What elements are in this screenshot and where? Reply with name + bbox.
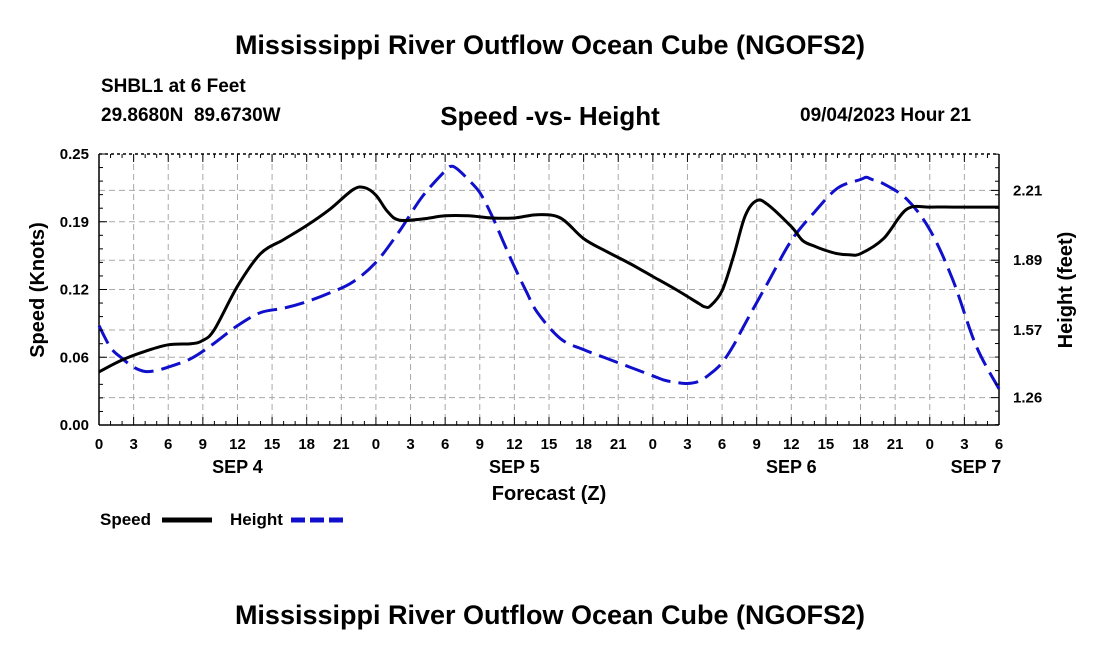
y-right-tick-label: 2.21 [1013,182,1042,199]
x-tick-label: 0 [372,436,380,453]
x-tick-label: 12 [229,436,246,453]
x-tick-label: 21 [887,436,904,453]
y-right-tick-label: 1.89 [1013,252,1042,269]
x-tick-label: 0 [649,436,657,453]
x-tick-label: 6 [164,436,172,453]
x-tick-label: 6 [995,436,1003,453]
x-tick-label: 6 [441,436,449,453]
x-day-label: SEP 5 [489,457,540,477]
x-tick-label: 15 [541,436,558,453]
y-right-tick-label: 1.57 [1013,322,1042,339]
chart-subtitle: Speed -vs- Height [440,101,660,131]
x-tick-label: 12 [783,436,800,453]
forecast-run-time: 09/04/2023 Hour 21 [800,105,972,126]
series-line-height [97,164,1001,390]
y-left-tick-label: 0.06 [60,349,89,366]
x-tick-label: 6 [718,436,726,453]
series-layer [97,164,1001,390]
x-tick-label: 9 [199,436,207,453]
x-tick-label: 9 [753,436,761,453]
x-axis-title: Forecast (Z) [492,483,606,505]
x-tick-label: 3 [129,436,137,453]
x-tick-label: 18 [298,436,315,453]
chart-title: Mississippi River Outflow Ocean Cube (NG… [234,30,866,60]
x-tick-label: 9 [476,436,484,453]
x-tick-label: 18 [852,436,869,453]
y-left-tick-label: 0.25 [60,146,89,163]
y-left-tick-label: 0.12 [60,282,89,299]
x-tick-label: 0 [926,436,934,453]
y-right-tick-label: 1.26 [1013,390,1042,407]
y-axis-left-title: Speed (Knots) [27,222,49,358]
x-tick-label: 15 [818,436,835,453]
legend-height-label: Height [230,510,283,529]
y-left-tick-label: 0.00 [60,417,89,434]
x-tick-label: 3 [406,436,414,453]
x-tick-label: 18 [575,436,592,453]
x-tick-label: 0 [95,436,103,453]
x-day-label: SEP 4 [212,457,263,477]
x-tick-label: 3 [683,436,691,453]
grid [99,154,999,425]
x-day-label: SEP 7 [951,457,1002,477]
y-axis-right-title: Height (feet) [1055,232,1077,349]
y-left-tick-label: 0.19 [60,214,89,231]
x-tick-label: 12 [506,436,523,453]
x-tick-label: 21 [610,436,627,453]
station-coordinates: 29.8680N 89.6730W [101,105,281,126]
x-tick-label: 3 [960,436,968,453]
x-tick-label: 15 [264,436,281,453]
ticks: 0 3 6 9 12 15 18 21 0 3 6 9 12 15 18 21 0 3 6 9 12 15 18 21 0 3 6 S… [60,146,1042,477]
legend-speed-label: Speed [100,510,151,529]
station-name: SHBL1 at 6 Feet [101,76,246,97]
bottom-chart-title: Mississippi River Outflow Ocean Cube (NG… [234,600,866,630]
legend: Speed Height [100,510,343,529]
x-tick-label: 21 [333,436,350,453]
x-day-label: SEP 6 [766,457,817,477]
series-line-speed [98,185,999,374]
